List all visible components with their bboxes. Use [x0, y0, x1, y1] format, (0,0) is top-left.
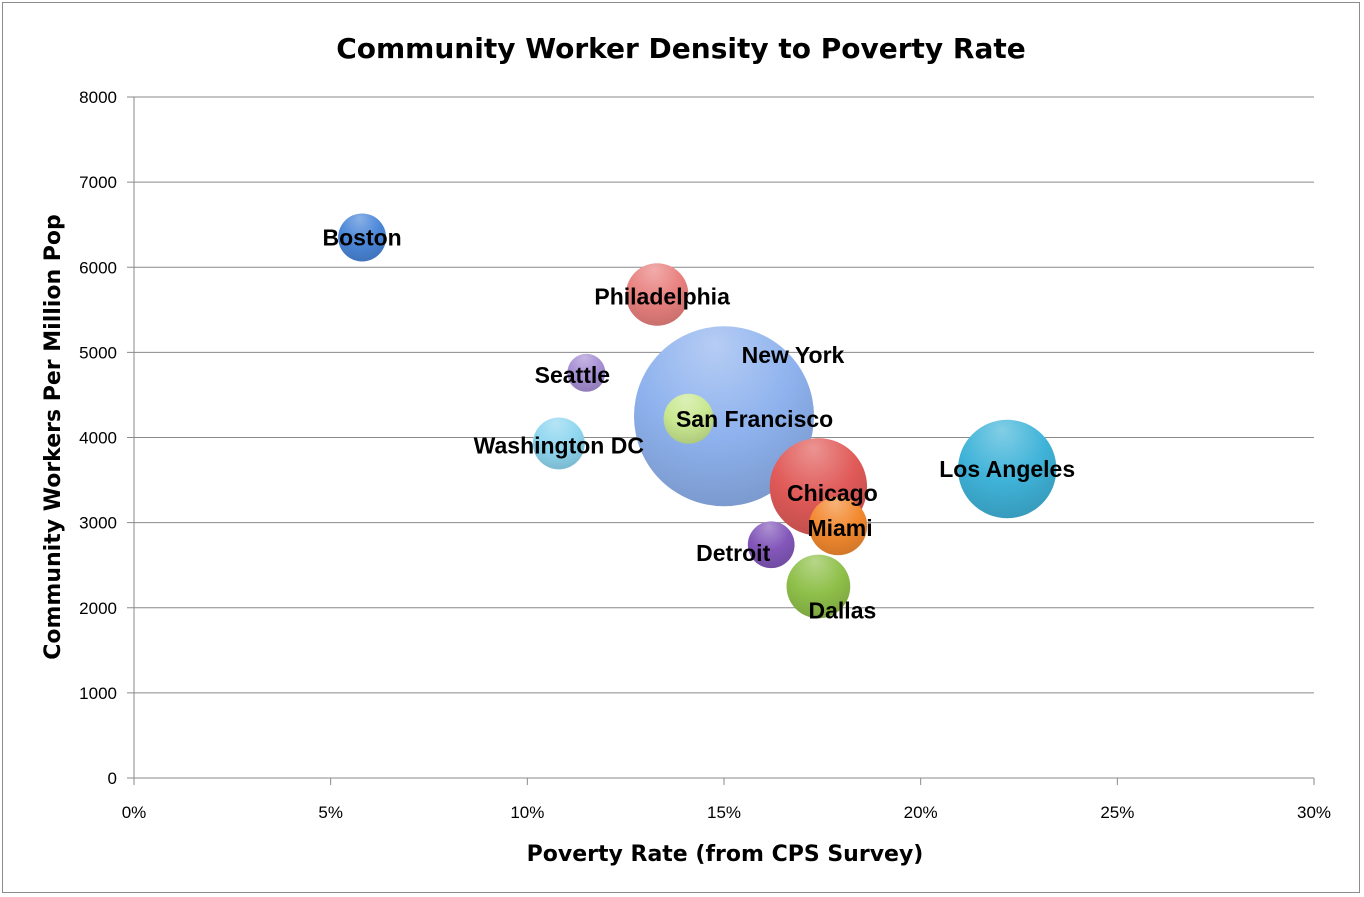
bubble-label-philadelphia: Philadelphia [594, 283, 730, 309]
bubble-seattle [567, 353, 606, 392]
x-axis-title: Poverty Rate (from CPS Survey) [527, 842, 924, 867]
x-tick-label: 20% [904, 803, 938, 822]
bubble-label-san-francisco: San Francisco [676, 406, 833, 432]
bubble-label-dallas: Dallas [809, 597, 877, 623]
bubble-philadelphia [625, 263, 689, 326]
y-tick-label: 3000 [79, 514, 117, 533]
y-tick-label: 4000 [79, 429, 117, 448]
bubble-label-los-angeles: Los Angeles [939, 456, 1075, 482]
bubble-detroit [747, 521, 795, 569]
grid-lines [134, 96, 1314, 694]
bubble-washington-dc [532, 417, 585, 470]
bubble-san-francisco [663, 393, 714, 444]
bubbles [338, 213, 1057, 619]
y-tick-label: 2000 [79, 599, 117, 618]
bubble-los-angeles [958, 419, 1057, 519]
bubble-boston [338, 213, 387, 262]
chart-title: Community Worker Density to Poverty Rate [336, 32, 1026, 65]
bubble-dallas [786, 554, 851, 619]
bubble-label-detroit: Detroit [696, 540, 770, 566]
bubble-label-miami: Miami [807, 515, 872, 541]
y-tick-label: 8000 [79, 88, 117, 107]
bubble-label-new-york: New York [742, 342, 845, 368]
axes: 0 1000 2000 3000 4000 5000 6000 7000 8000 0% 5% 10%… [79, 88, 1331, 822]
y-tick-label: 6000 [79, 258, 117, 277]
y-tick-label: 0 [108, 769, 117, 788]
bubble-label-seattle: Seattle [535, 362, 610, 388]
y-tick-label: 1000 [79, 684, 117, 703]
y-tick-label: 5000 [79, 343, 117, 362]
x-tick-label: 5% [318, 803, 343, 822]
bubble-label-chicago: Chicago [787, 480, 878, 506]
x-tick-label: 0% [122, 803, 147, 822]
x-tick-label: 25% [1100, 803, 1134, 822]
y-axis-title: Community Workers Per Million Pop [41, 214, 66, 660]
x-tick-label: 10% [510, 803, 544, 822]
bubble-labels: Boston Philadelphia Seattle New York Washing… [323, 224, 1076, 623]
bubble-label-boston: Boston [323, 224, 402, 250]
x-tick-label: 15% [707, 803, 741, 822]
bubble-miami [808, 496, 868, 556]
y-tick-label: 7000 [79, 173, 117, 192]
x-tick-label: 30% [1297, 803, 1331, 822]
bubble-label-washington-dc: Washington DC [474, 432, 644, 458]
bubble-new-york [634, 326, 814, 507]
